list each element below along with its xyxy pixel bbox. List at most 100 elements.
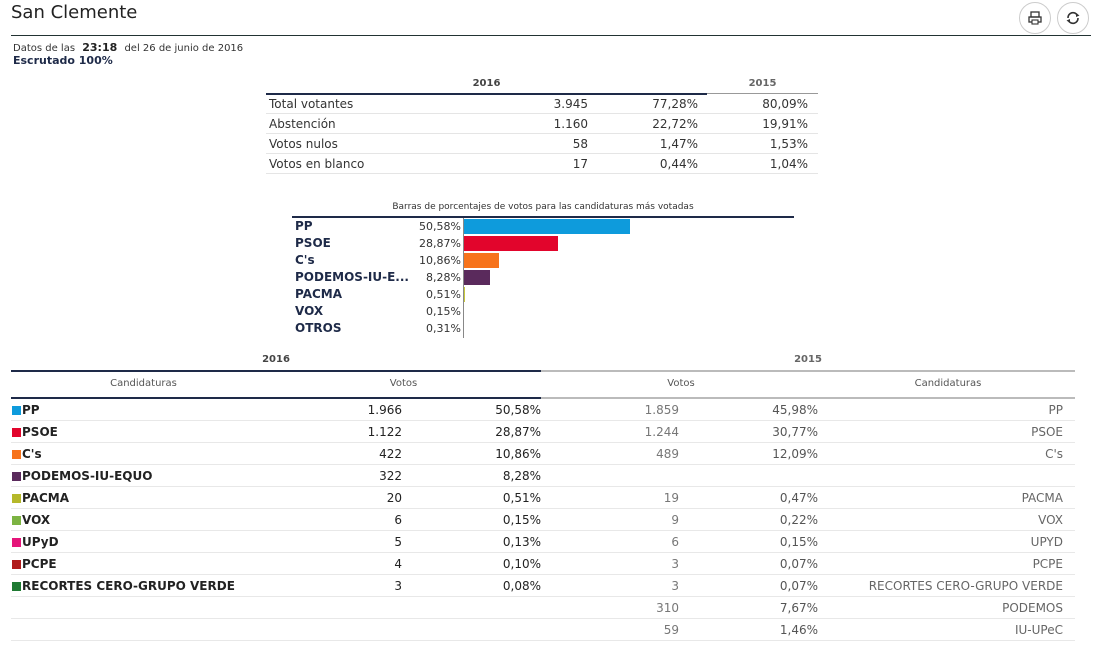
party-cell: UPyD — [12, 535, 59, 549]
percent-2016: 77,28% — [652, 97, 698, 111]
results-year-2016: 2016 — [262, 354, 290, 365]
bar — [463, 253, 499, 268]
votes-2016: 5 — [394, 535, 402, 549]
results-row: PP 1.966 50,58% 1.859 45,98% PP — [11, 399, 1075, 421]
results-row: RECORTES CERO-GRUPO VERDE 3 0,08% 3 0,07% REC… — [11, 575, 1075, 597]
votes-2015: 3 — [671, 557, 679, 571]
votes-2016: 1.122 — [367, 425, 402, 439]
party-color-swatch — [12, 537, 21, 547]
votes-2015: 1.244 — [644, 425, 679, 439]
col-votos-2015: Votos — [667, 378, 695, 389]
party-name: PODEMOS-IU-EQUO — [22, 469, 153, 483]
bar-label: PP — [295, 219, 313, 233]
percent-2015: 30,77% — [772, 425, 818, 439]
print-button[interactable] — [1019, 2, 1051, 34]
chart-bar-row: C's 10,86% — [292, 252, 794, 269]
percent-2016: 22,72% — [652, 117, 698, 131]
participation-header: 2016 2015 — [266, 76, 818, 93]
party-color-swatch — [12, 581, 21, 591]
votes-2016: 1.160 — [553, 117, 588, 131]
chart-bar-row: PSOE 28,87% — [292, 235, 794, 252]
percent-2015: 0,07% — [779, 557, 818, 571]
meta-date: del 26 de junio de 2016 — [124, 43, 244, 54]
votes-2016: 17 — [572, 157, 588, 171]
party-color-swatch — [12, 405, 21, 415]
party-cell: RECORTES CERO-GRUPO VERDE — [12, 579, 235, 593]
party-color-swatch — [12, 471, 21, 481]
participation-row: Votos en blanco 17 0,44% 1,04% — [266, 154, 818, 174]
votes-2016: 20 — [386, 491, 402, 505]
results-row: PCPE 4 0,10% 3 0,07% PCPE — [11, 553, 1075, 575]
scrutiny-status: Escrutado 100% — [13, 54, 113, 67]
bar-percent-label: 50,58% — [419, 220, 461, 233]
results-row: 59 1,46% IU-UPeC — [11, 619, 1075, 641]
page-title: San Clemente — [11, 2, 138, 23]
percent-2016: 1,47% — [659, 137, 698, 151]
votes-2016: 4 — [394, 557, 402, 571]
percent-2015: 0,22% — [779, 513, 818, 527]
percent-2015: 45,98% — [772, 403, 818, 417]
party-name-2015: PODEMOS — [1002, 601, 1063, 615]
update-info: Datos de las 23:18 del 26 de junio de 20… — [13, 41, 243, 54]
results-row: VOX 6 0,15% 9 0,22% VOX — [11, 509, 1075, 531]
party-name: RECORTES CERO-GRUPO VERDE — [22, 579, 235, 593]
percent-2016: 10,86% — [495, 447, 541, 461]
bar-label: C's — [295, 253, 315, 267]
divider-2016 — [266, 93, 707, 95]
party-cell: PCPE — [12, 557, 57, 571]
row-label: Abstención — [269, 117, 336, 131]
year-2016-header: 2016 — [472, 78, 501, 89]
print-icon — [1028, 11, 1042, 25]
party-name-2015: IU-UPeC — [1014, 623, 1063, 637]
results-row: PACMA 20 0,51% 19 0,47% PACMA — [11, 487, 1075, 509]
votes-2016: 322 — [379, 469, 402, 483]
results-column-headers: Candidaturas Votos Votos Candidaturas — [11, 372, 1075, 397]
chart-bar-row: OTROS 0,31% — [292, 320, 794, 337]
party-name: PACMA — [22, 491, 70, 505]
party-name: PCPE — [22, 557, 57, 571]
percent-2016: 8,28% — [502, 469, 541, 483]
party-cell: VOX — [12, 513, 50, 527]
refresh-button[interactable] — [1057, 2, 1089, 34]
meta-time: 23:18 — [82, 41, 118, 54]
percent-2015: 12,09% — [772, 447, 818, 461]
bar-label: PSOE — [295, 236, 331, 250]
chart-title-divider — [292, 216, 794, 218]
participation-rows: Total votantes 3.945 77,28% 80,09% Abstenció… — [266, 94, 818, 174]
bar-label: PODEMOS-IU-E... — [295, 270, 409, 284]
percent-2016: 0,51% — [502, 491, 541, 505]
percent-2016: 50,58% — [495, 403, 541, 417]
votes-2015: 310 — [656, 601, 679, 615]
row-label: Total votantes — [269, 97, 354, 111]
participation-table: 2016 2015 Total votantes 3.945 77,28% 80,09… — [266, 76, 818, 174]
chart-title: Barras de porcentajes de votos para las … — [392, 202, 694, 212]
party-name-2015: PACMA — [1021, 491, 1063, 505]
participation-row: Votos nulos 58 1,47% 1,53% — [266, 134, 818, 154]
bar-percent-label: 28,87% — [419, 237, 461, 250]
meta-prefix: Datos de las — [13, 43, 76, 54]
votes-2015: 6 — [671, 535, 679, 549]
results-year-2015: 2015 — [794, 354, 822, 365]
percent-2015: 1,53% — [769, 137, 808, 151]
percent-2015: 1,46% — [779, 623, 818, 637]
bar-percent-label: 10,86% — [419, 254, 461, 267]
party-cell: PODEMOS-IU-EQUO — [12, 469, 152, 483]
bar — [463, 219, 630, 234]
header-divider — [11, 35, 1091, 36]
votes-2016: 1.966 — [367, 403, 402, 417]
votes-2016: 3 — [394, 579, 402, 593]
votes-2015: 59 — [663, 623, 679, 637]
chart-axis — [463, 218, 464, 338]
results-row: C's 422 10,86% 489 12,09% C's — [11, 443, 1075, 465]
chart-bar-row: VOX 0,15% — [292, 303, 794, 320]
party-name: UPyD — [22, 535, 59, 549]
results-row: PODEMOS-IU-EQUO 322 8,28% — [11, 465, 1075, 487]
bar-label: PACMA — [295, 287, 343, 301]
col-divider-2015 — [541, 397, 1075, 399]
party-name-2015: PCPE — [1032, 557, 1063, 571]
party-name: C's — [22, 447, 42, 461]
row-label: Votos en blanco — [269, 157, 365, 171]
party-name-2015: RECORTES CERO-GRUPO VERDE — [868, 579, 1063, 593]
chart-bar-row: PP 50,58% — [292, 218, 794, 235]
percent-2016: 0,15% — [502, 513, 541, 527]
